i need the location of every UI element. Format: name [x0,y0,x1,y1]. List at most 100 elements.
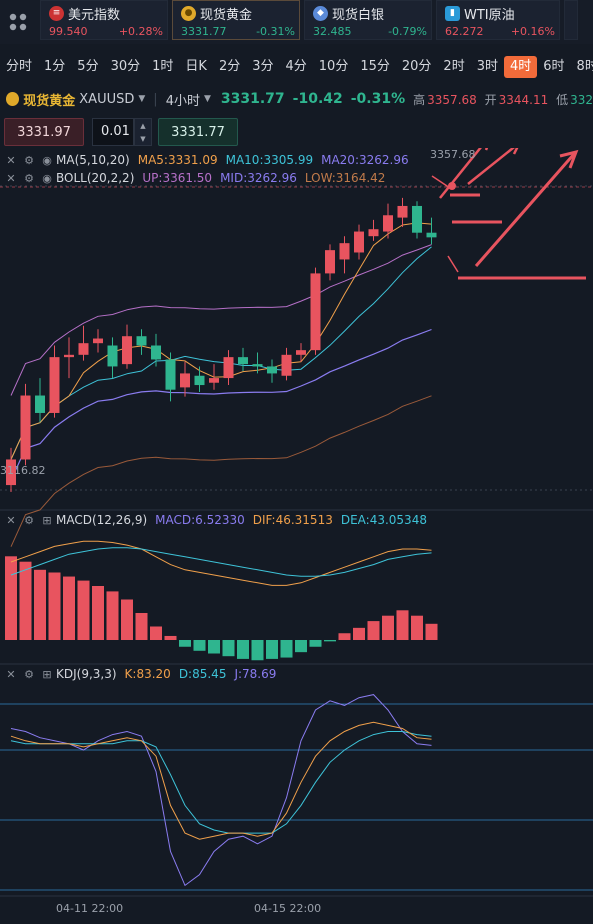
ticker-dollar-index[interactable]: ≡ 美元指数 99.540 +0.28% [40,0,168,40]
step-up-icon[interactable]: ▲ [140,121,146,130]
quantity-stepper[interactable]: ▲ ▼ [134,118,152,146]
quantity-input[interactable]: 0.01 [92,118,134,146]
candle-body [223,357,234,379]
apps-grid-button[interactable] [0,0,36,44]
settings-icon[interactable]: ⚙ [24,153,34,167]
eye-icon[interactable]: ◉ [42,171,52,185]
expand-icon[interactable]: ⊞ [42,513,52,527]
timeframe-option[interactable]: 10分 [318,59,349,74]
candle-body [426,232,437,238]
ticker-name: WTI原油 [464,7,515,23]
ohl-stats: 高 3357.68 开 3344.11 低 332 [413,91,593,108]
stat-label: 开 [484,92,497,107]
macd-histogram-bar [34,569,46,640]
stat-value: 3357.68 [427,92,477,107]
ticker-spot-gold[interactable]: ● 现货黄金 3331.77 -0.31% [172,0,300,40]
ma10-line [10,246,432,460]
step-down-icon[interactable]: ▼ [140,134,146,143]
ticker-name: 现货白银 [332,7,385,23]
macd-histogram-bar [222,640,235,657]
dif-line [10,540,432,586]
candle-body [296,350,306,355]
kdj-j-line [10,694,432,887]
caret-down-icon[interactable]: ▼ [203,94,211,104]
timeframe-option[interactable]: 4分 [285,59,307,74]
macd-histogram-bar [425,623,438,640]
settings-icon[interactable]: ⚙ [24,171,34,185]
timeframe-option[interactable]: 2时 [443,59,465,74]
symbol-code[interactable]: XAUUSD [79,91,135,107]
timeframe-option[interactable]: 1时 [152,59,174,74]
period-selector[interactable]: 4小时 [165,93,200,109]
close-icon[interactable]: ✕ [6,513,16,527]
macd-histogram-bar [338,633,351,640]
ma-label: MA(5,10,20) [56,153,130,167]
close-icon[interactable]: ✕ [6,667,16,681]
ticker-price: 99.540 [49,25,88,38]
macd-histogram-bar [367,621,380,640]
ma20-value: MA20:3262.96 [321,153,409,167]
timeframe-option[interactable]: 4时 [503,56,538,78]
macd-histogram-bar [295,640,307,653]
macd-histogram-bar [266,640,278,659]
macd-histogram-bar [77,580,90,640]
timeframe-option[interactable]: 2分 [218,59,241,74]
timeframe-option[interactable]: 30分 [110,59,141,74]
timeframe-option[interactable]: 5分 [77,59,99,74]
macd-histogram-bar [324,640,336,642]
timeframe-option[interactable]: 15分 [360,59,390,74]
divider: | [153,91,158,107]
timeframe-option[interactable]: 3时 [476,59,498,74]
ticker-overflow[interactable] [564,0,578,40]
close-icon[interactable]: ✕ [6,171,16,185]
price-chart-svg[interactable] [0,131,593,924]
close-icon[interactable]: ✕ [6,153,16,167]
caret-down-icon[interactable]: ▼ [138,94,146,104]
grid-icon [9,13,27,31]
timeframe-option[interactable]: 20分 [401,59,432,74]
candle-body [78,343,89,355]
timeframe-option[interactable]: 1分 [44,59,66,74]
macd-histogram-bar [135,613,148,640]
macd-histogram-bar [353,627,365,640]
candle-body [35,395,45,413]
symbol-name[interactable]: 现货黄金 [23,93,76,109]
annotation-arrow [474,153,576,267]
stat-label: 高 [413,92,426,107]
settings-icon[interactable]: ⚙ [24,667,34,681]
annotation-arrow [447,255,459,273]
annotation-arrow [559,149,579,169]
timeframe-option[interactable]: 分时 [6,59,33,74]
timeframe-option[interactable]: 6时 [543,59,565,74]
us-flag-icon: ≡ [49,5,64,21]
chart-area[interactable]: ✕ ⚙ ◉ MA(5,10,20) MA5:3331.09 MA10:3305.… [0,131,593,924]
timeframe-option[interactable]: 3分 [252,59,274,74]
candle-body [325,250,335,274]
ticker-name: 现货黄金 [200,7,253,23]
j-value: J:78.69 [234,667,277,681]
last-price: 3331.77 [220,91,285,107]
ticker-spot-silver[interactable]: ◆ 现货白银 32.485 -0.79% [304,0,432,40]
candle-body [368,229,379,237]
candle-body [209,378,219,383]
sell-price-button[interactable]: 3331.97 [4,118,84,146]
macd-histogram-bar [309,640,322,647]
stat-value: 3344.11 [498,92,549,107]
gold-coin-icon: ● [181,5,196,21]
boll-up-value: UP:3361.50 [142,171,213,185]
candle-body [49,357,60,413]
ticker-wti-oil[interactable]: ▮ WTI原油 62.272 +0.16% [436,0,560,40]
timeframe-option[interactable]: 日K [185,59,207,74]
candle-body [165,359,176,390]
macd-histogram-bar [208,640,220,654]
settings-icon[interactable]: ⚙ [24,513,34,527]
eye-icon[interactable]: ◉ [42,153,52,167]
buy-price-button[interactable]: 3331.77 [158,118,238,146]
macd-histogram-bar [5,556,17,640]
timeframe-option[interactable]: 8时 [576,59,593,74]
expand-icon[interactable]: ⊞ [42,667,52,681]
low-marker-label: 3116.82 [0,464,46,477]
price-change: -10.42 [292,91,343,107]
boll-legend: ✕ ⚙ ◉ BOLL(20,2,2) UP:3361.50 MID:3262.9… [0,170,385,186]
dif-value: DIF:46.31513 [252,513,333,527]
